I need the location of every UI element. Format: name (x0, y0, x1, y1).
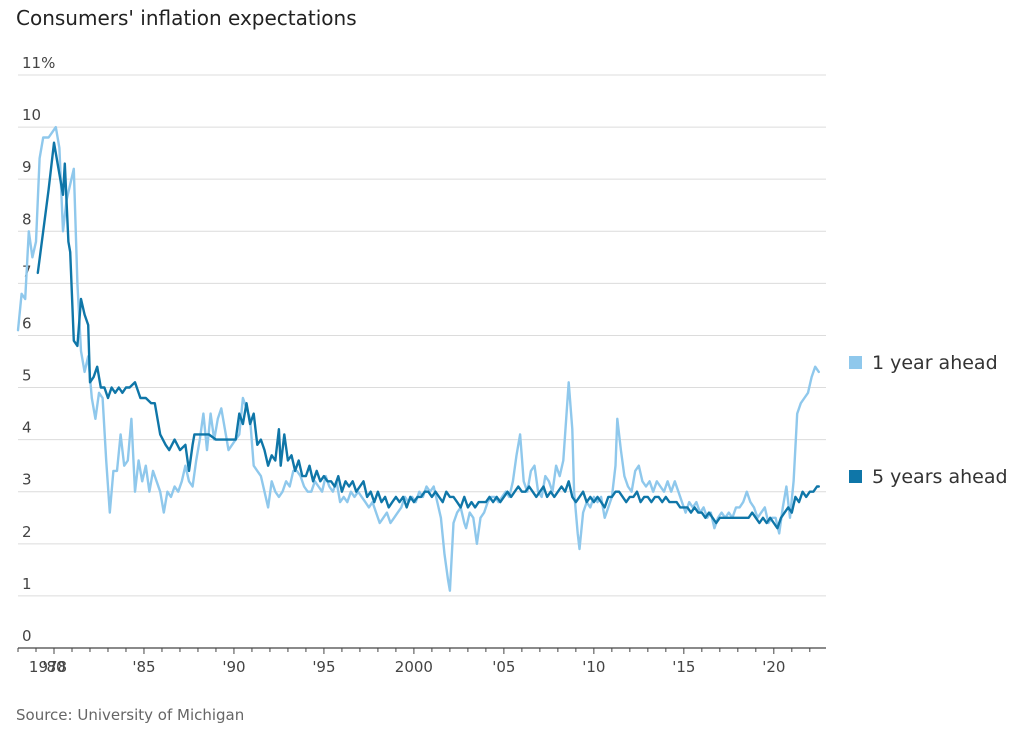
series-line-1-year-ahead (16, 125, 820, 592)
legend-swatch (849, 470, 862, 483)
x-axis-ticks: 1978'80 '85 '90 '95 2000 '05 '10 '15 '20 (17, 648, 811, 676)
x-tick-label: 1978 (29, 658, 67, 676)
x-tick-label: '20 (762, 658, 785, 676)
y-tick-label: 3 (22, 471, 32, 489)
x-tick-label: '05 (492, 658, 515, 676)
y-tick-label: 2 (22, 523, 32, 541)
legend: 1 year ahead 5 years ahead (849, 352, 1008, 488)
y-tick-label: 5 (22, 367, 32, 385)
x-tick-label: '80 (42, 658, 65, 676)
y-tick-label: 8 (22, 210, 32, 228)
y-tick-label: 9 (22, 158, 32, 176)
x-tick-label: 2000 (395, 658, 433, 676)
legend-label: 1 year ahead (872, 352, 998, 374)
source-note: Source: University of Michigan (16, 706, 245, 724)
y-tick-label: 0 (22, 627, 32, 645)
legend-label: 5 years ahead (872, 466, 1008, 488)
x-tick-label: '15 (672, 658, 695, 676)
grid-lines (18, 74, 826, 649)
legend-swatch (849, 356, 862, 369)
y-tick-label: 10 (22, 106, 41, 124)
y-tick-label: 11% (22, 54, 55, 72)
x-tick-label: '10 (582, 658, 605, 676)
x-tick-label: '85 (132, 658, 155, 676)
chart-title: Consumers' inflation expectations (16, 6, 357, 30)
x-tick-label: '95 (312, 658, 335, 676)
series-line-5-years-ahead (36, 141, 820, 530)
y-tick-label: 1 (22, 575, 32, 593)
series-lines (16, 125, 820, 592)
y-tick-label: 6 (22, 314, 32, 332)
y-tick-label: 4 (22, 419, 32, 437)
x-tick-label: '90 (222, 658, 245, 676)
